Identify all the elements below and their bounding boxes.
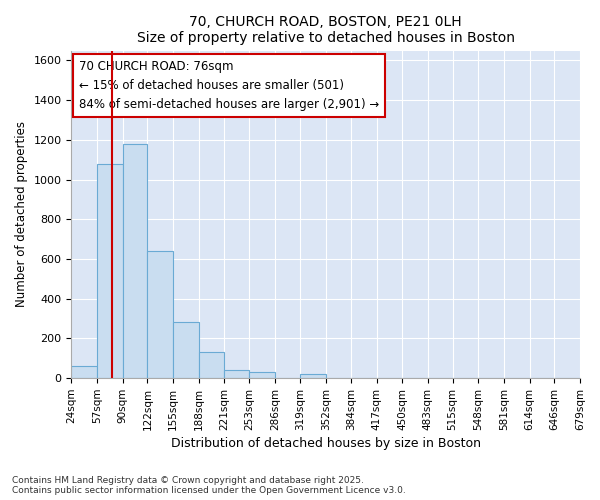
Bar	[97, 164, 122, 378]
X-axis label: Distribution of detached houses by size in Boston: Distribution of detached houses by size …	[171, 437, 481, 450]
Bar	[122, 144, 148, 378]
Bar	[71, 366, 97, 378]
Bar	[301, 374, 326, 378]
Bar	[173, 322, 199, 378]
Bar	[199, 352, 224, 378]
Bar	[148, 251, 173, 378]
Y-axis label: Number of detached properties: Number of detached properties	[15, 122, 28, 308]
Bar	[224, 370, 249, 378]
Title: 70, CHURCH ROAD, BOSTON, PE21 0LH
Size of property relative to detached houses i: 70, CHURCH ROAD, BOSTON, PE21 0LH Size o…	[137, 15, 515, 45]
Text: 70 CHURCH ROAD: 76sqm
← 15% of detached houses are smaller (501)
84% of semi-det: 70 CHURCH ROAD: 76sqm ← 15% of detached …	[79, 60, 379, 112]
Bar	[249, 372, 275, 378]
Text: Contains HM Land Registry data © Crown copyright and database right 2025.
Contai: Contains HM Land Registry data © Crown c…	[12, 476, 406, 495]
